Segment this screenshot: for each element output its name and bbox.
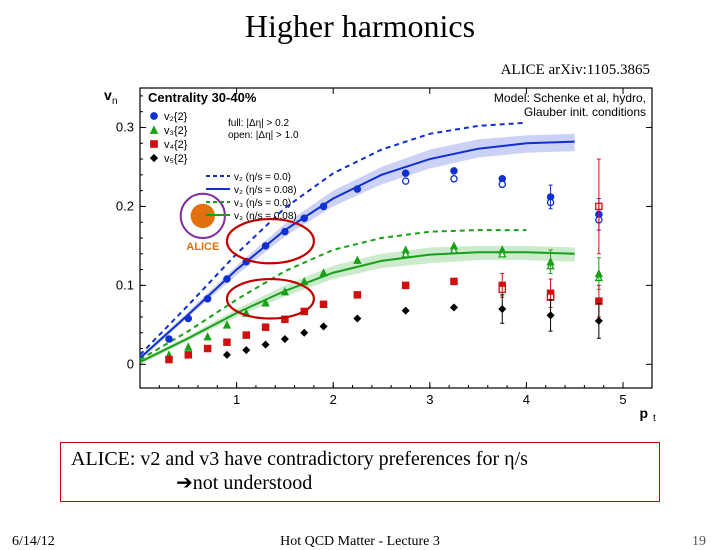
- svg-text:open: |Δη| > 1.0: open: |Δη| > 1.0: [228, 130, 299, 141]
- footer-page: 19: [692, 534, 706, 550]
- svg-text:0.3: 0.3: [116, 119, 134, 134]
- svg-text:v₃ (η/s = 0.0): v₃ (η/s = 0.0): [234, 198, 291, 209]
- svg-text:v₃{2}: v₃{2}: [164, 125, 188, 137]
- svg-text:v₂ (η/s = 0.08): v₂ (η/s = 0.08): [234, 185, 297, 196]
- svg-text:p: p: [639, 405, 648, 421]
- svg-text:v₂ (η/s = 0.0): v₂ (η/s = 0.0): [234, 172, 291, 183]
- slide-title: Higher harmonics: [0, 8, 720, 45]
- chart-svg: 00.10.20.312345pt(GeV/c)vnALICECentralit…: [90, 82, 660, 422]
- svg-text:n: n: [112, 96, 118, 107]
- svg-text:v₄{2}: v₄{2}: [164, 139, 188, 151]
- vn-chart: 00.10.20.312345pt(GeV/c)vnALICECentralit…: [90, 82, 660, 422]
- svg-text:0: 0: [127, 356, 134, 371]
- svg-text:0.2: 0.2: [116, 198, 134, 213]
- svg-text:Model: Schenke et al, hydro,: Model: Schenke et al, hydro,: [494, 91, 646, 105]
- svg-text:v: v: [104, 87, 112, 103]
- footer-center: Hot QCD Matter - Lecture 3: [0, 534, 720, 550]
- svg-text:v₂{2}: v₂{2}: [164, 111, 188, 123]
- callout-line1: ALICE: v2 and v3 have contradictory pref…: [71, 448, 528, 470]
- callout-box: ALICE: v2 and v3 have contradictory pref…: [60, 442, 660, 502]
- svg-text:Centrality 30-40%: Centrality 30-40%: [148, 90, 257, 105]
- svg-text:Glauber init. conditions: Glauber init. conditions: [524, 105, 646, 119]
- svg-text:0.1: 0.1: [116, 277, 134, 292]
- svg-text:5: 5: [619, 392, 626, 407]
- svg-text:t: t: [653, 413, 656, 422]
- callout-line2: not understood: [193, 472, 312, 494]
- svg-text:3: 3: [426, 392, 433, 407]
- svg-text:v₅{2}: v₅{2}: [164, 153, 188, 165]
- svg-text:1: 1: [233, 392, 240, 407]
- svg-text:ALICE: ALICE: [186, 241, 219, 253]
- reference-text: ALICE arXiv:1105.3865: [501, 62, 650, 79]
- callout-arrow-icon: ➔: [176, 472, 193, 494]
- svg-text:2: 2: [330, 392, 337, 407]
- svg-text:full: |Δη| > 0.2: full: |Δη| > 0.2: [228, 118, 290, 129]
- svg-text:4: 4: [523, 392, 530, 407]
- svg-text:v₃ (η/s = 0.08): v₃ (η/s = 0.08): [234, 211, 297, 222]
